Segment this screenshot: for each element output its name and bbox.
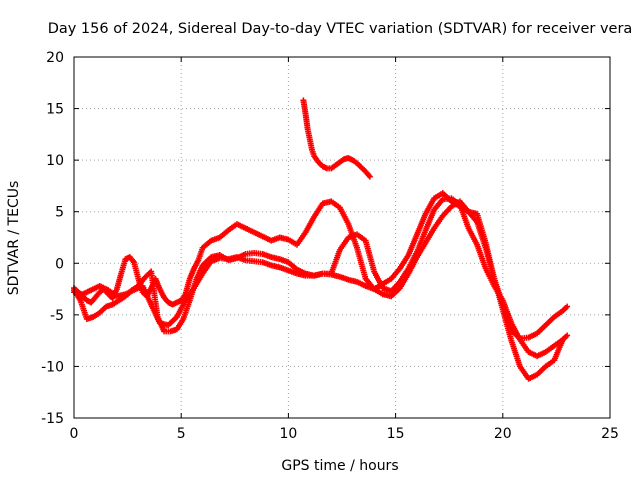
y-tick-label: 10 — [46, 153, 64, 169]
y-tick-label: 20 — [46, 50, 64, 66]
series-2 — [71, 195, 571, 360]
plot-frame — [73, 56, 611, 419]
x-axis-label: GPS time / hours — [281, 458, 398, 474]
y-tick-label: -15 — [41, 411, 64, 427]
axis-ticks: 0 5 10 15 20 25 -15 -10 -5 0 5 10 15 20 — [41, 50, 619, 442]
x-tick-label: 20 — [494, 426, 512, 442]
y-tick-label: 15 — [46, 102, 64, 118]
x-tick-label: 5 — [177, 426, 186, 442]
data-point — [564, 303, 571, 310]
data-points — [71, 97, 571, 382]
x-tick-label: 0 — [70, 426, 79, 442]
data-point — [564, 332, 571, 339]
x-tick-label: 25 — [601, 426, 619, 442]
chart-title: Day 156 of 2024, Sidereal Day-to-day VTE… — [48, 21, 633, 37]
data-point — [559, 336, 566, 343]
y-axis-label: SDTVAR / TECUs — [6, 181, 22, 296]
y-tick-label: -10 — [41, 359, 64, 375]
series-3 — [71, 198, 566, 382]
data-point — [366, 173, 373, 180]
series-4 — [300, 97, 373, 180]
y-tick-label: -5 — [50, 308, 64, 324]
grid-lines — [74, 57, 610, 418]
y-tick-label: 5 — [55, 205, 64, 221]
x-tick-label: 15 — [387, 426, 405, 442]
x-tick-label: 10 — [279, 426, 297, 442]
y-tick-label: 0 — [55, 256, 64, 272]
series-1 — [71, 190, 571, 342]
